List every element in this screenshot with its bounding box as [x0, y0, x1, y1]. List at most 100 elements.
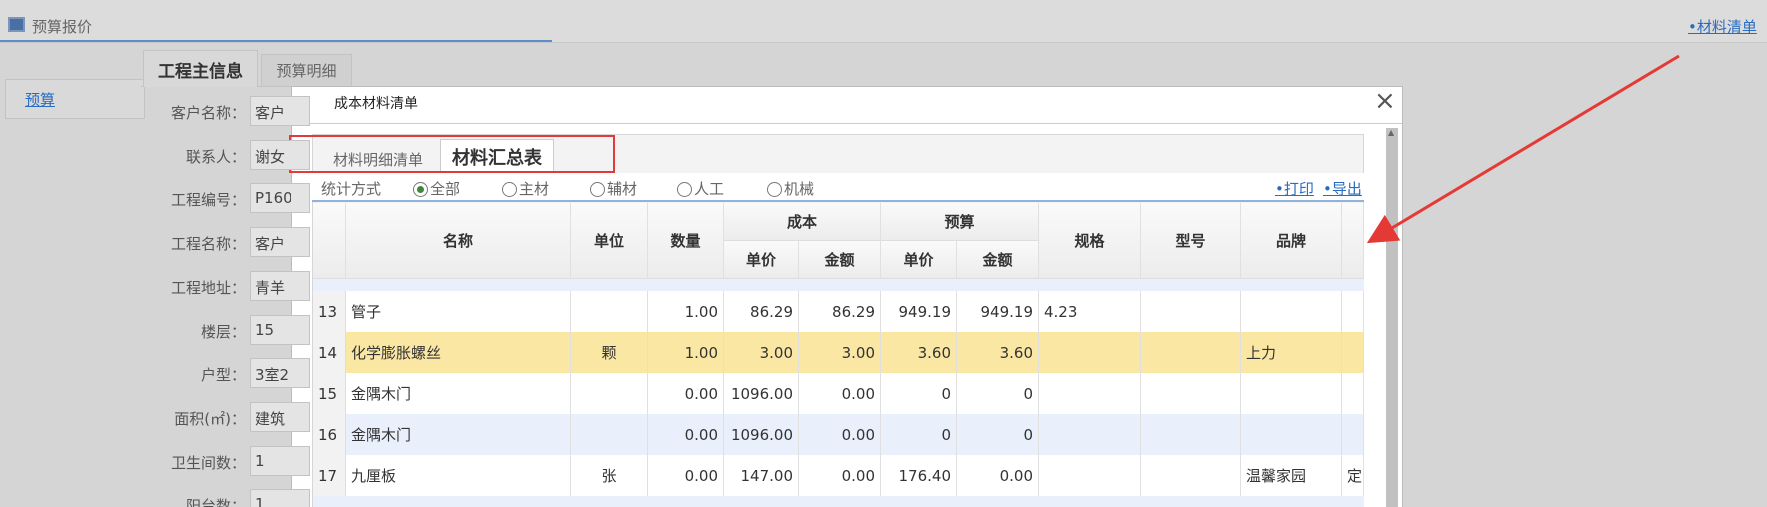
tab[interactable]: 预算明细: [261, 54, 352, 86]
table-cell: 上力: [1241, 332, 1342, 373]
table-cell: 0.00: [799, 455, 881, 496]
field-input[interactable]: [250, 445, 310, 476]
field-input[interactable]: [250, 139, 310, 170]
table-cell: 15: [313, 373, 346, 414]
field-input[interactable]: [250, 489, 310, 507]
filter-label: 统计方式: [321, 180, 382, 198]
header-cell: 单价: [724, 241, 799, 279]
table-cell: 1.00: [648, 332, 724, 373]
field-label: 工程名称：: [170, 235, 246, 254]
sub-tab-active[interactable]: 材料汇总表: [440, 139, 554, 173]
table-cell: [1039, 332, 1141, 373]
field-value: 客户: [255, 104, 286, 122]
radio[interactable]: [502, 182, 517, 197]
print-link[interactable]: •打印: [1275, 180, 1314, 198]
table-cell: [1342, 414, 1364, 455]
table-cell: 949.19: [957, 291, 1039, 332]
close-button[interactable]: ×: [1374, 86, 1396, 116]
table-cell: 定: [1342, 455, 1364, 496]
header-cell: 规格: [1039, 203, 1141, 279]
table-cell: 温馨家园: [1241, 455, 1342, 496]
header-cell: [313, 203, 346, 279]
radio[interactable]: [590, 182, 605, 197]
table-cell: 0.00: [957, 455, 1039, 496]
table-cell: [1141, 373, 1241, 414]
radio-label[interactable]: 辅材: [607, 180, 638, 198]
table-cell: [1039, 414, 1141, 455]
radio-label[interactable]: 全部: [430, 180, 461, 198]
field-input[interactable]: [250, 227, 310, 258]
table-cell: [1039, 455, 1141, 496]
field-input[interactable]: [250, 401, 310, 432]
table-cell: [1141, 455, 1241, 496]
field-label: 楼层：: [200, 322, 246, 341]
modal-divider: [292, 123, 1402, 124]
tab-active[interactable]: 工程主信息: [143, 50, 258, 87]
scroll-arrow[interactable]: ▲: [1388, 128, 1395, 137]
header-link[interactable]: •材料清单: [1688, 18, 1757, 36]
field-label: 面积(㎡)：: [174, 409, 246, 428]
table-cell: 147.00: [724, 455, 799, 496]
table-cell: 0.00: [648, 455, 724, 496]
modal-title: 成本材料清单: [334, 96, 418, 112]
table-cell: 4.23: [1039, 291, 1141, 332]
table-cell: 管子: [346, 291, 571, 332]
header-cell: 金额: [957, 241, 1039, 279]
table-cell: 0: [957, 414, 1039, 455]
table-cell: 176.40: [881, 455, 957, 496]
field-input[interactable]: [250, 96, 310, 126]
table-cell: [571, 414, 648, 455]
radio[interactable]: [677, 182, 692, 197]
table-cell: 949.19: [881, 291, 957, 332]
field-label: 联系人：: [185, 147, 246, 166]
sidebar-item[interactable]: 预算: [25, 91, 56, 109]
arrow: [1366, 54, 1680, 244]
table-cell: 3.00: [724, 332, 799, 373]
table-cell: 0.00: [799, 414, 881, 455]
field-input[interactable]: [250, 183, 310, 214]
field-value: 青羊: [255, 278, 286, 297]
table-cell: 金隅木门: [346, 414, 571, 455]
export-link[interactable]: •导出: [1323, 180, 1362, 198]
header-cell: [1342, 203, 1364, 279]
field-input[interactable]: [250, 358, 310, 389]
table-cell: 0: [957, 373, 1039, 414]
field-value: 15: [255, 320, 275, 339]
field-label: 工程地址：: [170, 278, 246, 297]
field-input[interactable]: [250, 270, 310, 301]
table-cell: 九厘板: [346, 455, 571, 496]
field-input[interactable]: [250, 314, 310, 345]
radio-label[interactable]: 主材: [519, 180, 550, 198]
table-cell: 金隅木门: [346, 373, 571, 414]
field-label: 卫生间数：: [170, 453, 246, 472]
field-value: 3室2: [255, 366, 290, 385]
table-cell: 0.00: [799, 373, 881, 414]
header-cell: 预算: [881, 203, 1039, 241]
header-cell: 单位: [571, 203, 648, 279]
field-label: 工程编号：: [170, 191, 246, 210]
table-cell: [1141, 332, 1241, 373]
table-cell: 1096.00: [724, 373, 799, 414]
table-cell: [1141, 414, 1241, 455]
table-cell: 86.29: [724, 291, 799, 332]
icon: [8, 17, 25, 32]
field-value: 建筑: [255, 409, 286, 428]
header-cell: 型号: [1141, 203, 1241, 279]
field-label: 阳台数：: [185, 497, 246, 507]
radio-label[interactable]: 机械: [784, 180, 815, 198]
radio-label[interactable]: 人工: [694, 180, 725, 198]
header-cell: 单价: [881, 241, 957, 279]
filter-bar: [312, 173, 1364, 202]
table-cell: [1342, 373, 1364, 414]
table-cell: 1.00: [648, 291, 724, 332]
table-cell: 颗: [571, 332, 648, 373]
sub-tab[interactable]: 材料明细清单: [332, 150, 423, 169]
radio[interactable]: [767, 182, 782, 197]
top-bar: [0, 0, 1767, 43]
table-cell: [1342, 291, 1364, 332]
table-cell: 0: [881, 414, 957, 455]
sidebar-box: [5, 79, 145, 119]
